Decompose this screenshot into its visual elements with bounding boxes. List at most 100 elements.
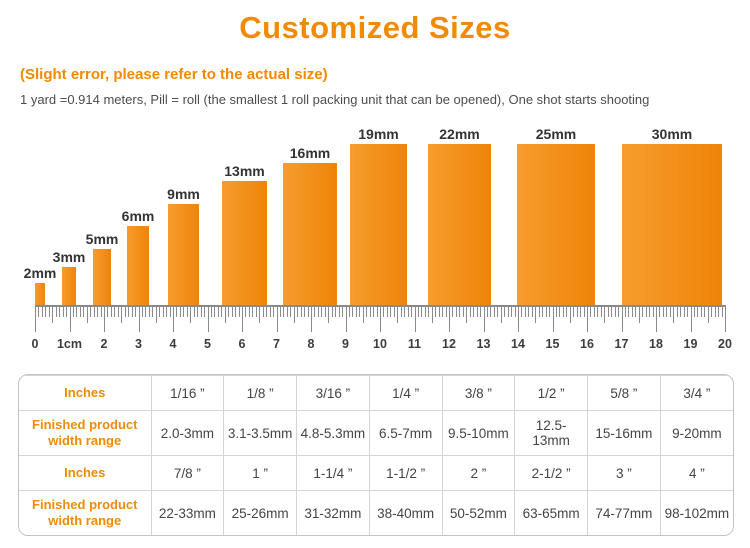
row-label: Inches [19, 375, 152, 411]
ruler-tick [514, 307, 516, 317]
ruler-tick [138, 307, 140, 332]
bar-label: 16mm [289, 145, 331, 161]
ruler-tick [386, 307, 388, 317]
size-cell: 31-32mm [296, 490, 370, 535]
ruler-number: 5 [204, 337, 211, 351]
ruler-tick [721, 307, 723, 317]
ruler-tick [400, 307, 402, 317]
ruler-number: 1cm [56, 337, 83, 351]
size-bar: 22mm [428, 126, 491, 305]
ruler-tick [624, 307, 626, 317]
ruler-tick [131, 307, 133, 317]
ruler-tick [656, 307, 657, 332]
ruler-tick [93, 307, 95, 317]
size-cell: 98-102mm [659, 490, 733, 535]
ruler-tick [231, 307, 233, 317]
size-cell: 12.5-13mm [514, 410, 588, 456]
ruler-tick [217, 307, 219, 317]
ruler-tick [500, 307, 502, 323]
ruler-tick [431, 307, 433, 323]
ruler-tick [183, 307, 185, 317]
ruler-tick [407, 307, 409, 317]
ruler-tick [711, 307, 713, 317]
ruler-tick [373, 307, 375, 317]
ruler-tick [518, 307, 519, 332]
ruler-tick [100, 307, 102, 317]
bar-label: 25mm [535, 126, 577, 142]
ruler-tick [531, 307, 533, 317]
ruler-number: 15 [545, 337, 560, 351]
ruler-tick [335, 307, 337, 317]
bar-chart: 2mm 3mm 5mm 6mm 9mm 13mm 16mm 19mm 22mm 25mm 30mm [0, 112, 750, 305]
ruler-tick [331, 307, 333, 317]
bar-label: 5mm [85, 231, 119, 247]
size-cell: 5/8 ” [587, 375, 661, 411]
table-row: Inches 7/8 ” 1 ” 1-1/4 ” 1-1/2 ” 2 ” 2-1/2 ” 3 … [19, 455, 733, 491]
ruler-tick [359, 307, 361, 317]
ruler-tick [693, 307, 695, 317]
ruler-tick [638, 307, 640, 323]
bar-label: 19mm [358, 126, 399, 142]
row-label: Inches [19, 455, 152, 491]
ruler-tick [462, 307, 464, 317]
ruler-tick [314, 307, 316, 317]
ruler-tick [235, 307, 237, 317]
ruler-tick [614, 307, 616, 317]
ruler-number: 6 [238, 337, 246, 351]
ruler-tick [35, 307, 36, 332]
ruler-tick [449, 307, 450, 332]
ruler-tick [186, 307, 188, 317]
ruler-tick [593, 307, 595, 317]
ruler-tick [245, 307, 247, 317]
ruler-tick [159, 307, 161, 317]
ruler-tick [700, 307, 702, 317]
ruler-tick [290, 307, 292, 317]
size-bar: 25mm [517, 126, 595, 305]
ruler-tick [521, 307, 523, 317]
ruler-tick [404, 307, 406, 317]
ruler-tick [210, 307, 212, 317]
ruler-tick [86, 307, 88, 323]
ruler-tick [455, 307, 457, 317]
ruler-tick [566, 307, 568, 317]
ruler-number: 10 [373, 337, 387, 351]
ruler-tick [476, 307, 478, 317]
ruler-tick [238, 307, 240, 317]
ruler-tick [224, 307, 226, 323]
ruler-tick [162, 307, 164, 317]
ruler-tick [383, 307, 385, 317]
ruler-number: 17 [614, 337, 629, 351]
ruler-tick [486, 307, 488, 317]
ruler-tick [555, 307, 557, 317]
ruler-number: 18 [649, 337, 663, 351]
ruler-number: 13 [476, 337, 491, 351]
size-cell: 15-16mm [587, 410, 661, 456]
ruler-tick [48, 307, 50, 317]
size-cell: 3 ” [587, 455, 661, 491]
ruler-tick [618, 307, 620, 317]
ruler-tick [83, 307, 85, 317]
subtitle: (Slight error, please refer to the actua… [20, 66, 328, 83]
ruler-tick [352, 307, 354, 317]
ruler-tick [428, 307, 430, 317]
table-row: Finished product width range 2.0-3mm 3.1-3… [19, 410, 733, 456]
ruler-tick [45, 307, 47, 317]
ruler-tick [59, 307, 61, 317]
ruler-tick [535, 307, 537, 323]
ruler-tick [414, 307, 416, 332]
ruler-tick [669, 307, 671, 317]
ruler-tick [190, 307, 192, 323]
size-cell: 9.5-10mm [441, 410, 516, 456]
ruler-number: 9 [342, 337, 349, 351]
ruler-tick [480, 307, 482, 317]
ruler-tick [435, 307, 437, 317]
ruler-tick [169, 307, 171, 317]
ruler-tick [52, 307, 54, 323]
ruler-tick [342, 307, 344, 317]
ruler-tick [549, 307, 551, 317]
ruler-tick [687, 307, 689, 317]
size-bar: 30mm [622, 126, 722, 305]
ruler-tick [355, 307, 357, 317]
ruler-tick [607, 307, 609, 317]
ruler-tick [680, 307, 682, 317]
